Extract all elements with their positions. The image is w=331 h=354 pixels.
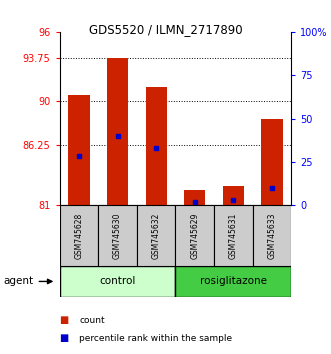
Text: GDS5520 / ILMN_2717890: GDS5520 / ILMN_2717890 [89, 23, 242, 36]
Text: ■: ■ [60, 333, 69, 343]
Bar [60, 266, 175, 297]
Bar [223, 185, 244, 205]
Text: count: count [79, 316, 105, 325]
Text: GSM745628: GSM745628 [74, 212, 83, 258]
Bar [98, 205, 137, 266]
Bar [68, 96, 89, 205]
Text: GSM745630: GSM745630 [113, 212, 122, 259]
Text: percentile rank within the sample: percentile rank within the sample [79, 333, 233, 343]
Bar [137, 205, 175, 266]
Bar [184, 190, 205, 205]
Text: ■: ■ [60, 315, 69, 325]
Bar [60, 205, 98, 266]
Text: rosiglitazone: rosiglitazone [200, 276, 267, 286]
Bar [175, 266, 291, 297]
Bar [214, 205, 253, 266]
Bar [146, 87, 167, 205]
Bar [261, 119, 283, 205]
Bar [175, 205, 214, 266]
Text: GSM745631: GSM745631 [229, 212, 238, 259]
Text: control: control [99, 276, 136, 286]
Text: agent: agent [3, 276, 33, 286]
Text: GSM745632: GSM745632 [152, 212, 161, 259]
Text: GSM745633: GSM745633 [267, 212, 276, 259]
Bar [107, 58, 128, 205]
Text: GSM745629: GSM745629 [190, 212, 199, 259]
Bar [253, 205, 291, 266]
